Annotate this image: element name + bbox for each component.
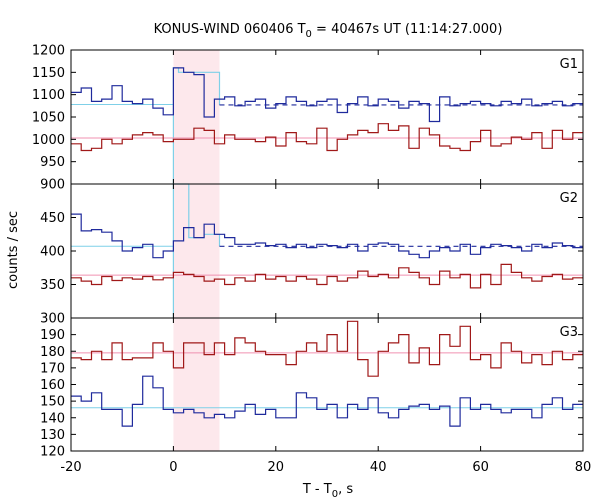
x-tick-label: 80 <box>575 460 592 475</box>
panel-g3-y-tick-label: 120 <box>40 445 65 460</box>
x-tick-label: -20 <box>60 460 81 475</box>
panel-g3-y-tick-label: 190 <box>40 328 65 343</box>
panel-g1-y-tick-label: 1100 <box>32 88 65 103</box>
panel-g3-label: G3 <box>560 325 578 340</box>
panel-g1-y-tick-label: 1000 <box>32 133 65 148</box>
x-tick-label: 20 <box>268 460 285 475</box>
panel-g2-series-red-histogram <box>71 263 583 289</box>
panel-g2-frame <box>70 183 584 319</box>
panel-g1-y-tick-label: 1150 <box>32 66 65 81</box>
panel-g1-series-blue-histogram <box>71 67 583 123</box>
panel-g3-y-tick-label: 150 <box>40 395 65 410</box>
chart-title: KONUS-WIND 060406 T0 = 40467s UT (11:14:… <box>154 22 503 40</box>
x-tick-label: 0 <box>169 460 177 475</box>
x-tick-label: 60 <box>472 460 489 475</box>
panel-g2-series-blue-histogram <box>71 213 583 259</box>
chart-title-subscript: 0 <box>306 29 312 40</box>
y-axis-label: counts / sec <box>6 211 21 289</box>
panel-g1-series-red-histogram <box>71 123 583 152</box>
panel-g2-y-tick-label: 400 <box>40 245 65 260</box>
panel-g1-y-tick-label: 1200 <box>32 44 65 59</box>
panel-g1-y-tick-label: 1050 <box>32 111 65 126</box>
panel-g2-y-tick-label: 300 <box>40 312 65 327</box>
x-axis-label-subscript: 0 <box>332 489 338 500</box>
x-tick-label: 40 <box>370 460 387 475</box>
panel-g1-y-tick-label: 950 <box>40 155 65 170</box>
x-axis-label: T - T0, s <box>302 482 353 500</box>
panel-g3-y-tick-label: 140 <box>40 411 65 426</box>
highlight-interval <box>173 50 220 451</box>
panel-g2-y-tick-label: 350 <box>40 278 65 293</box>
panel-g1-label: G1 <box>560 57 578 72</box>
panel-g3-y-tick-label: 170 <box>40 361 65 376</box>
panel-g3-y-tick-label: 130 <box>40 428 65 443</box>
panel-g3-series-red-histogram <box>71 320 583 377</box>
panel-g3-series-blue-histogram <box>71 375 583 427</box>
panel-g1-frame <box>70 49 584 185</box>
panel-g3-y-tick-label: 160 <box>40 378 65 393</box>
panel-g2-y-tick-label: 450 <box>40 211 65 226</box>
plot-area: 90095010001050110011501200G1300350400450… <box>32 44 591 476</box>
panel-g2-label: G2 <box>560 191 578 206</box>
panel-g1-y-tick-label: 900 <box>40 178 65 193</box>
panel-g3-y-tick-label: 180 <box>40 345 65 360</box>
